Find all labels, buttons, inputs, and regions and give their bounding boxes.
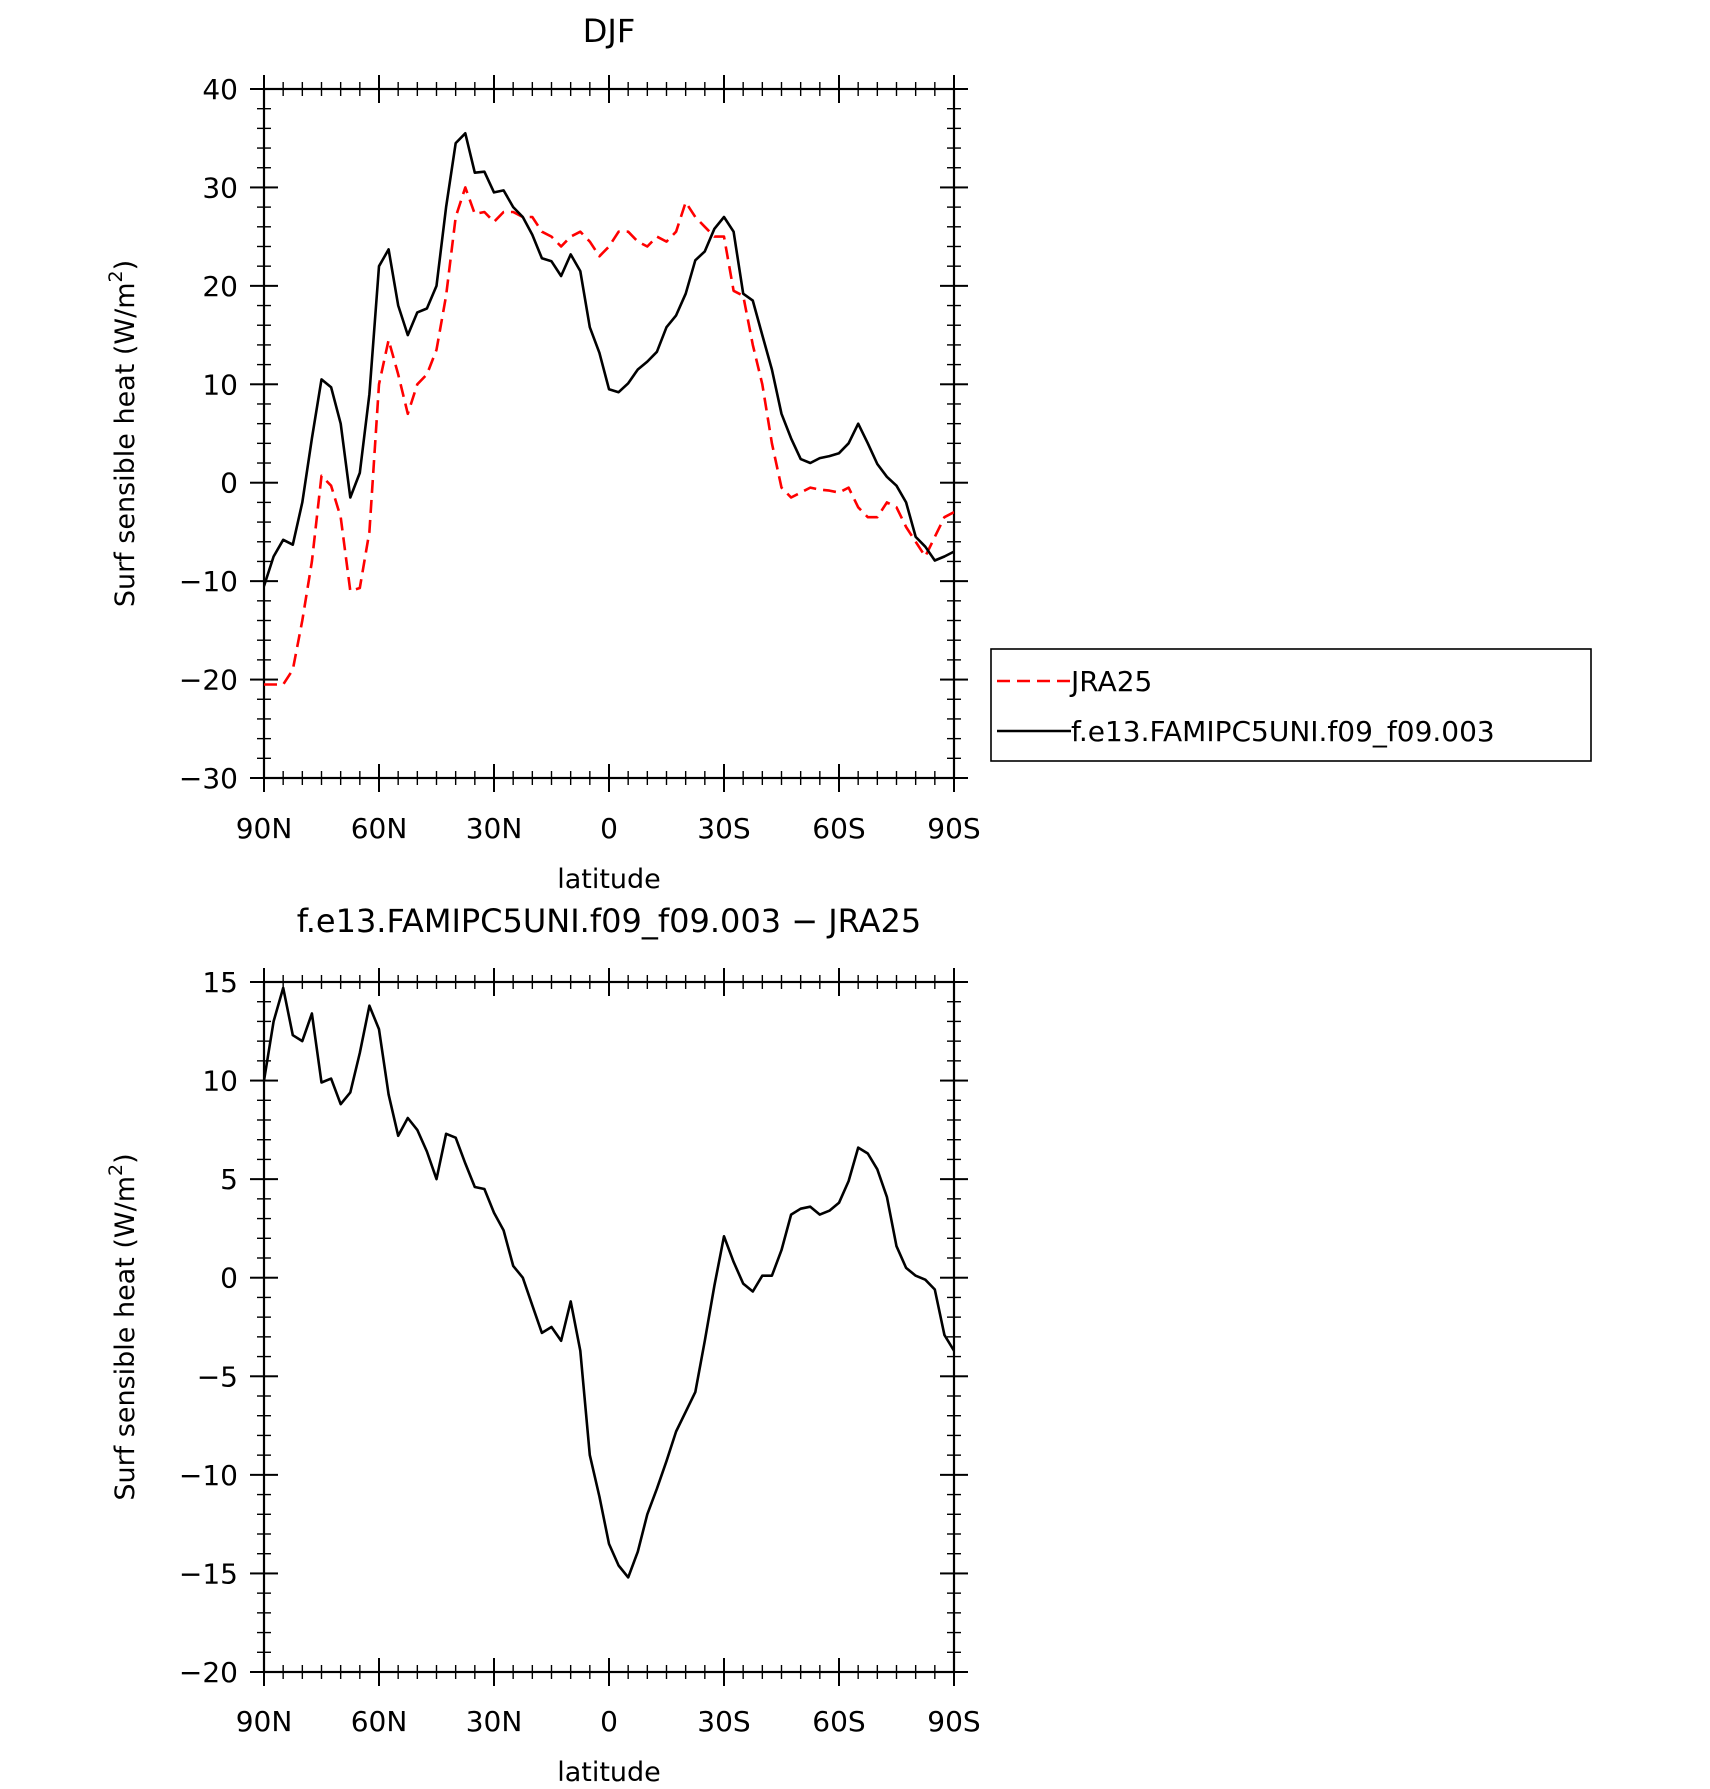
- legend-label: JRA25: [1069, 665, 1152, 698]
- y-tick-label: −10: [179, 565, 238, 598]
- x-axis-title: latitude: [557, 864, 661, 895]
- x-tick-label: 60N: [351, 812, 408, 845]
- x-axis-title: latitude: [557, 1757, 661, 1788]
- series-line: [264, 132, 954, 587]
- y-tick-label: 10: [202, 1065, 238, 1098]
- x-tick-label: 90S: [927, 812, 980, 845]
- y-axis-title-close: ): [110, 260, 141, 271]
- y-axis-title-sup: 2: [105, 1164, 127, 1176]
- legend-label: f.e13.FAMIPC5UNI.f09_f09.003: [1071, 715, 1495, 748]
- y-tick-label: 5: [220, 1163, 238, 1196]
- y-tick-label: 0: [220, 1262, 238, 1295]
- bottom-panel: f.e13.FAMIPC5UNI.f09_f09.003 − JRA25 90N 6…: [105, 902, 981, 1788]
- y-axis-title-text: Surf sensible heat (W/m: [110, 282, 141, 607]
- y-tick-label: −20: [179, 1656, 238, 1689]
- x-tick-label: 60N: [351, 1705, 408, 1738]
- x-tick-label: 30S: [697, 812, 750, 845]
- top-panel: DJF 90N 60N 30N 0 30S 60S 90S −30 −20 −10 0 10 20 30 40…: [105, 12, 1592, 895]
- y-tick-label: −10: [179, 1459, 238, 1492]
- y-tick-label: 30: [202, 171, 238, 204]
- x-tick-label: 30S: [697, 1705, 750, 1738]
- series-group: [264, 986, 954, 1579]
- y-axis-title: Surf sensible heat (W/m2): [105, 1153, 141, 1500]
- legend-box: [990, 648, 1592, 762]
- plot-frame: [262, 87, 956, 780]
- x-tick-label: 30N: [466, 812, 523, 845]
- y-tick-label: −15: [179, 1557, 238, 1590]
- y-tick-label: 10: [202, 368, 238, 401]
- y-axis-title-sup: 2: [105, 270, 127, 282]
- series-line: [264, 986, 954, 1579]
- x-tick-label: 60S: [812, 812, 865, 845]
- y-tick-label: 0: [220, 467, 238, 500]
- series-line: [264, 186, 954, 686]
- y-tick-label: 20: [202, 270, 238, 303]
- y-tick-label: 40: [202, 73, 238, 106]
- series-group: [264, 132, 954, 686]
- y-tick-label: −30: [179, 762, 238, 795]
- plot-frame: [262, 980, 956, 1674]
- y-tick-label: −5: [197, 1360, 238, 1393]
- y-tick-label: 15: [202, 966, 238, 999]
- legend: JRA25 f.e13.FAMIPC5UNI.f09_f09.003: [990, 648, 1592, 762]
- chart-title: f.e13.FAMIPC5UNI.f09_f09.003 − JRA25: [297, 902, 921, 940]
- x-tick-label: 0: [600, 1705, 618, 1738]
- x-tick-label: 90N: [236, 1705, 293, 1738]
- y-tick-label: −20: [179, 664, 238, 697]
- y-axis-title-text: Surf sensible heat (W/m: [110, 1176, 141, 1501]
- x-tick-label: 90S: [927, 1705, 980, 1738]
- x-tick-label: 60S: [812, 1705, 865, 1738]
- x-tick-label: 90N: [236, 812, 293, 845]
- y-axis-title-close: ): [110, 1153, 141, 1164]
- chart-title: DJF: [583, 12, 635, 50]
- y-axis-title: Surf sensible heat (W/m2): [105, 260, 141, 607]
- x-tick-label: 30N: [466, 1705, 523, 1738]
- x-tick-label: 0: [600, 812, 618, 845]
